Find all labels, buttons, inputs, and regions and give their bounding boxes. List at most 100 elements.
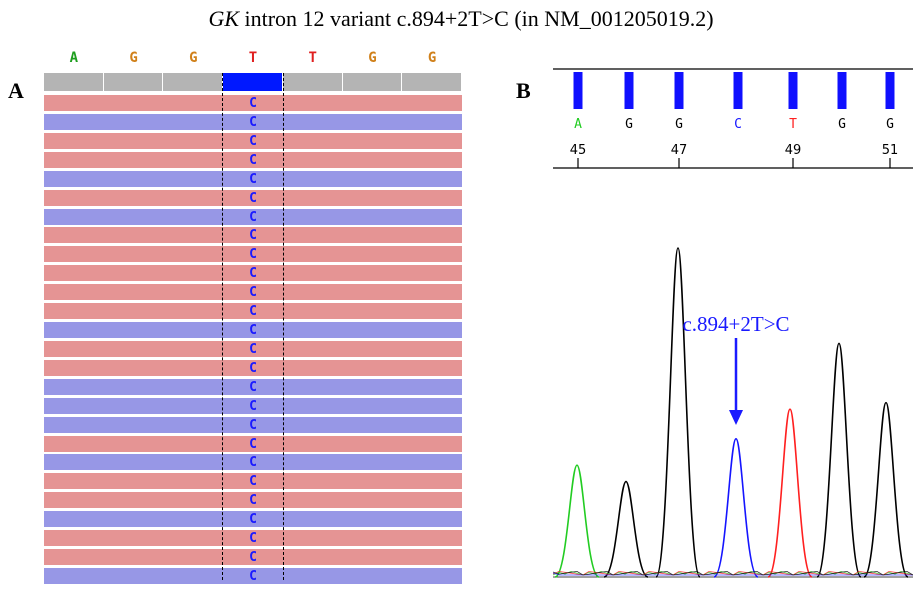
read-row: C [44, 246, 462, 263]
read-base: C [249, 398, 257, 414]
base-call-bar [885, 72, 895, 109]
variant-right-boundary [283, 73, 284, 580]
base-call-bar [837, 72, 847, 109]
read-row: C [44, 435, 462, 452]
panel-a-label: A [8, 78, 24, 103]
reference-base: A [69, 50, 79, 66]
reference-base: G [427, 50, 437, 66]
read-row: C [44, 359, 462, 376]
read-row: C [44, 530, 462, 547]
base-call-bar [788, 72, 798, 109]
read-base: C [249, 455, 257, 471]
chromatogram-svg: A G G C T G G 45 47 49 51 c.894+2T>C [552, 68, 914, 578]
panel-b-label: B [516, 78, 531, 103]
base-call-letter: G [675, 117, 683, 132]
reference-bar [44, 73, 462, 91]
trace-peak [816, 342, 862, 578]
read-base: C [249, 209, 257, 225]
read-row: C [44, 473, 462, 490]
read-base: C [249, 474, 257, 490]
read-row: C [44, 303, 462, 320]
read-base: C [249, 114, 257, 130]
reference-cell [342, 73, 403, 91]
read-base: C [249, 171, 257, 187]
read-base: C [249, 228, 257, 244]
read-base: C [249, 304, 257, 320]
base-call-bar [733, 72, 743, 109]
base-call-letter: T [789, 117, 797, 132]
read-base: C [249, 266, 257, 282]
read-base: C [249, 550, 257, 566]
reference-base: T [248, 50, 258, 66]
read-row: C [44, 397, 462, 414]
reference-base: G [189, 50, 198, 66]
variant-left-boundary [222, 73, 223, 580]
reference-cell [163, 73, 224, 91]
read-row: C [44, 189, 462, 206]
read-base: C [249, 285, 257, 301]
read-row: C [44, 113, 462, 130]
base-call-letter: G [886, 117, 894, 132]
trace-peak [863, 401, 909, 578]
read-row: C [44, 95, 462, 111]
read-base: C [249, 152, 257, 168]
read-base: C [249, 247, 257, 263]
base-call-letter: A [574, 117, 582, 132]
read-base: C [249, 531, 257, 547]
variant-annotation: c.894+2T>C [682, 312, 789, 336]
trace-peak [655, 247, 701, 578]
read-base: C [249, 436, 257, 452]
read-row: C [44, 492, 462, 509]
chromatogram-panel: A G G C T G G 45 47 49 51 c.894+2T>C [552, 66, 914, 586]
annotation-arrow-head [729, 410, 743, 425]
reference-cell-variant [223, 73, 283, 91]
read-row: C [44, 549, 462, 566]
read-base: C [249, 341, 257, 357]
position-label: 49 [785, 143, 802, 158]
reference-cell [44, 73, 104, 91]
base-call-bar [573, 72, 583, 109]
trace-peak [767, 408, 813, 578]
reference-cell [402, 73, 462, 91]
read-row: C [44, 151, 462, 168]
read-base: C [249, 379, 257, 395]
read-base: C [249, 360, 257, 376]
base-call-letter: G [838, 117, 846, 132]
read-base: C [249, 133, 257, 149]
read-row: C [44, 227, 462, 244]
read-row: C [44, 170, 462, 187]
title-text: intron 12 variant c.894+2T>C (in NM_0012… [239, 6, 714, 31]
base-call-bar [674, 72, 684, 109]
read-row: C [44, 208, 462, 225]
read-row: C [44, 416, 462, 433]
read-base: C [249, 190, 257, 206]
reference-base: G [129, 50, 138, 66]
read-row: C [44, 284, 462, 301]
read-base: C [249, 512, 257, 528]
read-row: C [44, 132, 462, 149]
read-row: C [44, 322, 462, 339]
trace-noise [552, 570, 914, 576]
base-call-letter: C [734, 117, 742, 132]
reference-base: G [368, 50, 377, 66]
read-row: C [44, 378, 462, 395]
position-label: 45 [570, 143, 587, 158]
read-base: C [249, 493, 257, 509]
base-call-letter: G [625, 117, 633, 132]
read-row: C [44, 568, 462, 584]
position-label: 47 [671, 143, 688, 158]
read-base: C [249, 96, 257, 111]
base-call-bar [624, 72, 634, 109]
figure-title: GK intron 12 variant c.894+2T>C (in NM_0… [0, 6, 922, 32]
read-base: C [249, 323, 257, 339]
gene-name: GK [208, 6, 239, 31]
read-row: C [44, 454, 462, 471]
read-base: C [249, 417, 257, 433]
read-base: C [249, 569, 257, 584]
reference-cell [103, 73, 164, 91]
reference-base: T [308, 50, 317, 66]
trace-peak [603, 480, 649, 578]
read-row: C [44, 340, 462, 357]
trace-peak [554, 464, 600, 578]
